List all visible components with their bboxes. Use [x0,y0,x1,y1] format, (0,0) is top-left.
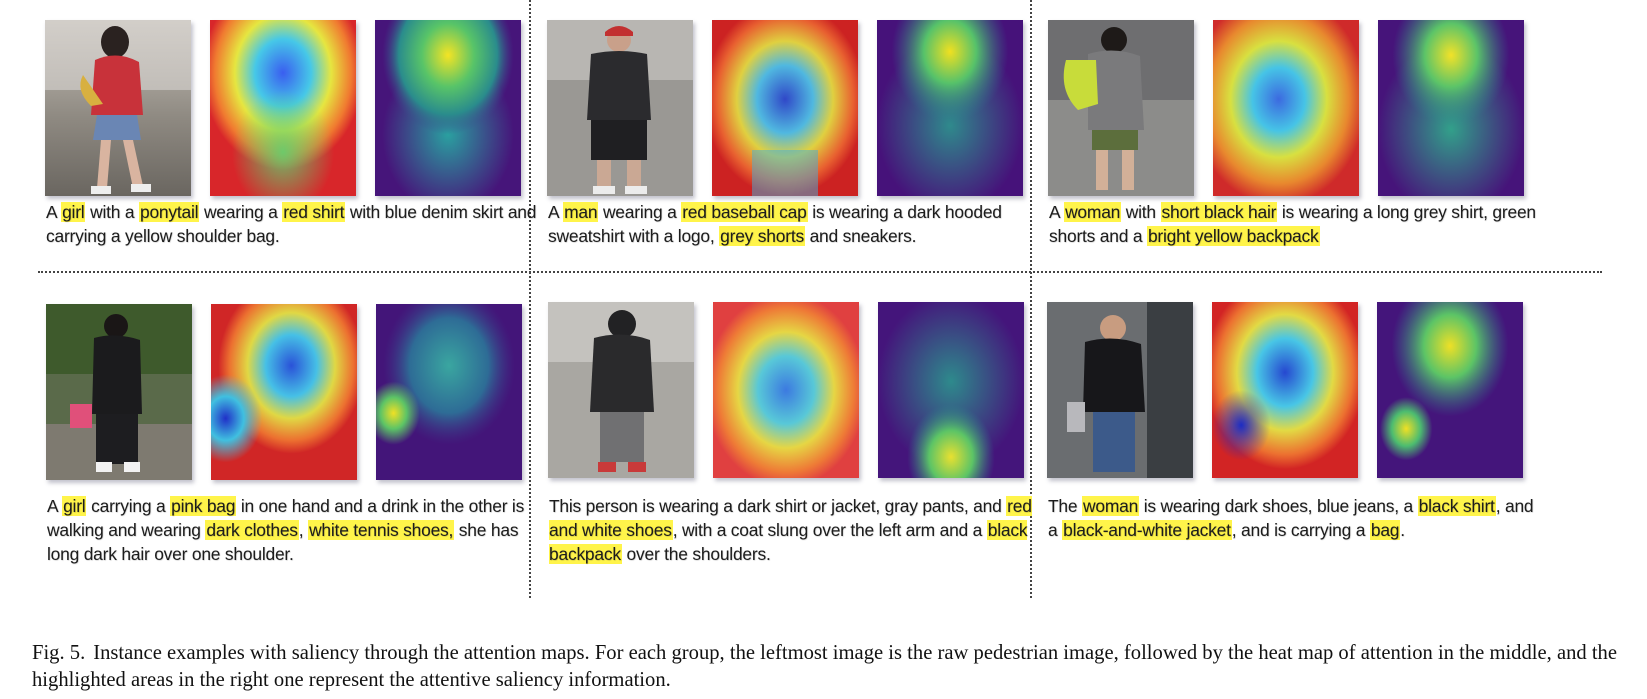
caption-highlight: ponytail [138,202,200,222]
caption-segment: , with a coat slung over the left arm an… [672,520,987,540]
caption-highlight: bag [1369,520,1401,540]
example-caption: A girl carrying a pink bag in one hand a… [47,494,539,566]
example-image-strip [548,302,1038,480]
caption-highlight: dark clothes [205,520,299,540]
attention-heat-map [713,302,859,478]
raw-pedestrian-image [1047,302,1193,478]
raw-pedestrian-image [1048,20,1194,196]
row-divider [38,271,1602,273]
attentive-saliency-map [1377,302,1523,478]
caption-segment: she has long dark hair over one shoulder… [47,520,519,564]
caption-segment: with a [85,202,139,222]
caption-highlight: white tennis shoes, [308,520,455,540]
attention-heat-map [1212,302,1358,478]
caption-highlight: woman [1064,202,1122,222]
figure-caption: Fig. 5. Instance examples with saliency t… [32,640,1617,694]
raw-pedestrian-image [46,304,192,480]
attentive-saliency-map [376,304,522,480]
attention-heat-map [1213,20,1359,196]
caption-highlight: man [563,202,599,222]
example-caption: A girl with a ponytail wearing a red shi… [46,200,538,248]
attention-heat-map [712,20,858,196]
caption-segment: is wearing dark shoes, blue jeans, a [1139,496,1418,516]
caption-highlight: pink bag [170,496,237,516]
caption-highlight: girl [62,496,87,516]
caption-segment: wearing a [199,202,283,222]
attention-heat-map [210,20,356,196]
example-caption: The woman is wearing dark shoes, blue je… [1048,494,1540,542]
raw-pedestrian-image [548,302,694,478]
column-divider-1 [529,0,531,598]
attentive-saliency-map [375,20,521,196]
caption-highlight: girl [61,202,86,222]
caption-segment: , [298,520,309,540]
example-image-strip [1047,302,1537,480]
caption-highlight: red shirt [282,202,346,222]
caption-segment: This person is wearing a dark shirt or j… [549,496,1007,516]
column-divider-2 [1030,0,1032,598]
caption-segment: over the shoulders. [621,544,771,564]
figure-label: Fig. 5. [32,642,86,664]
caption-highlight: bright yellow backpack [1146,226,1320,246]
caption-segment: A [47,496,63,516]
caption-highlight: short black hair [1160,202,1278,222]
figure: A girl with a ponytail wearing a red shi… [38,0,1602,598]
caption-highlight: woman [1082,496,1140,516]
example-image-strip [46,304,536,482]
caption-segment: A [46,202,62,222]
caption-segment: , and a [1048,496,1534,540]
example-caption: This person is wearing a dark shirt or j… [549,494,1041,566]
caption-segment: is wearing a dark hooded sweatshirt with… [548,202,1002,246]
attentive-saliency-map [1378,20,1524,196]
caption-highlight: red baseball cap [681,202,808,222]
example-image-strip [45,20,535,198]
caption-segment: A [548,202,564,222]
caption-highlight: black shirt [1417,496,1496,516]
caption-segment: The [1048,496,1082,516]
example-caption: A woman with short black hair is wearing… [1049,200,1541,248]
caption-segment: with blue denim skirt and carrying a yel… [46,202,537,246]
caption-highlight: black-and-white jacket [1062,520,1232,540]
caption-segment: is wearing a long grey shirt, green shor… [1049,202,1536,246]
attention-heat-map [211,304,357,480]
raw-pedestrian-image [547,20,693,196]
caption-segment: wearing a [598,202,682,222]
caption-segment: . [1400,520,1405,540]
attentive-saliency-map [878,302,1024,478]
raw-pedestrian-image [45,20,191,196]
example-image-strip [1048,20,1538,198]
caption-segment: in one hand and a drink in the other is … [47,496,525,540]
caption-segment: and sneakers. [804,226,917,246]
caption-segment: carrying a [86,496,171,516]
example-image-strip [547,20,1037,198]
figure-caption-text: Instance examples with saliency through … [32,642,1617,691]
caption-segment: with [1121,202,1161,222]
caption-segment: A [1049,202,1065,222]
example-caption: A man wearing a red baseball cap is wear… [548,200,1040,248]
attentive-saliency-map [877,20,1023,196]
caption-highlight: grey shorts [719,226,805,246]
caption-segment: , and is carrying a [1231,520,1370,540]
